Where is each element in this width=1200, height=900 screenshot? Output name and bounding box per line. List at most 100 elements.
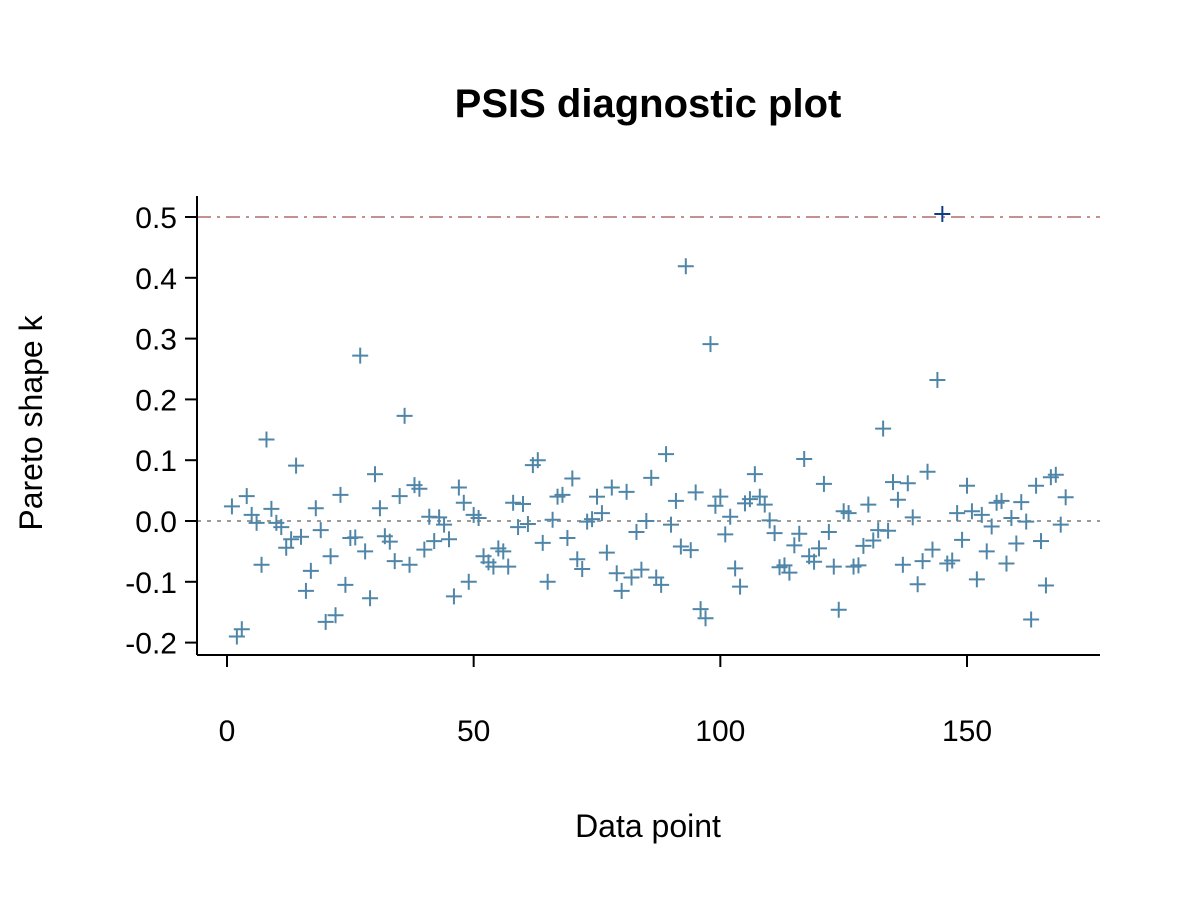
- data-point: [263, 500, 280, 517]
- data-point: [529, 452, 546, 469]
- data-point: [954, 531, 971, 548]
- data-point: [914, 553, 931, 570]
- data-point: [233, 621, 250, 638]
- data-point: [441, 531, 457, 548]
- data-point: [534, 534, 551, 551]
- data-point: [273, 519, 290, 536]
- data-point: [880, 522, 897, 539]
- data-point: [569, 551, 586, 568]
- data-point: [411, 480, 428, 497]
- data-point: [1018, 513, 1035, 530]
- data-point: [815, 475, 832, 492]
- data-point: [386, 553, 403, 570]
- data-point: [899, 475, 916, 492]
- data-point: [791, 525, 808, 542]
- x-tick-label: 150: [942, 715, 992, 748]
- data-point: [653, 576, 670, 593]
- data-point: [426, 533, 443, 550]
- data-point: [687, 484, 704, 501]
- data-point: [761, 512, 778, 529]
- x-tick-label: 50: [457, 715, 490, 748]
- data-point: [500, 558, 517, 575]
- data-point: [658, 446, 675, 463]
- data-point: [460, 573, 477, 590]
- data-point: [613, 582, 630, 599]
- data-point: [889, 491, 906, 508]
- data-point: [618, 483, 635, 500]
- data-point: [963, 503, 980, 520]
- data-point: [983, 518, 1000, 535]
- data-point: [505, 494, 522, 511]
- data-point: [258, 431, 275, 448]
- data-point: [707, 497, 724, 514]
- data-point: [362, 590, 379, 607]
- data-point: [959, 477, 975, 494]
- data-point: [381, 533, 398, 550]
- data-point: [1023, 611, 1040, 628]
- data-point: [786, 537, 803, 554]
- data-point: [934, 205, 951, 222]
- data-point: [741, 491, 758, 508]
- x-axis-label: Data point: [575, 808, 721, 844]
- data-point: [312, 522, 329, 539]
- data-point: [978, 543, 995, 560]
- x-tick-label: 0: [219, 715, 236, 748]
- y-tick-label: 0.2: [135, 384, 177, 417]
- data-point: [746, 466, 763, 483]
- data-point: [830, 601, 847, 618]
- data-point: [371, 500, 388, 517]
- data-point: [968, 571, 985, 588]
- y-tick-label: 0.0: [135, 506, 177, 539]
- y-axis-label: Pareto shape k: [13, 314, 49, 530]
- data-point: [633, 561, 650, 578]
- y-tick-label: 0.5: [135, 202, 177, 235]
- data-point: [559, 530, 576, 547]
- data-point: [860, 496, 877, 513]
- data-point: [554, 486, 571, 503]
- data-point: [357, 543, 374, 560]
- data-point: [909, 576, 926, 593]
- data-point: [332, 486, 349, 503]
- data-point: [450, 479, 467, 496]
- data-point: [302, 562, 319, 579]
- data-point: [1033, 533, 1049, 550]
- data-point: [1028, 477, 1045, 494]
- data-point: [717, 526, 734, 543]
- data-point: [865, 532, 882, 549]
- data-point: [692, 601, 709, 618]
- data-point: [623, 569, 640, 586]
- data-point: [732, 578, 749, 595]
- data-point: [756, 496, 773, 513]
- data-point: [455, 494, 472, 511]
- data-point: [1037, 577, 1054, 594]
- data-point: [722, 508, 739, 525]
- data-point: [519, 516, 536, 533]
- data-point: [603, 479, 620, 496]
- x-axis-ticks: 0 50 100 150: [219, 655, 992, 748]
- data-point: [998, 555, 1015, 572]
- data-point: [248, 514, 265, 531]
- data-point: [253, 556, 270, 573]
- data-point: [1008, 535, 1025, 552]
- data-point: [894, 556, 911, 573]
- data-point: [485, 558, 502, 575]
- data-point: [766, 525, 783, 542]
- data-point: [1003, 509, 1020, 526]
- data-point: [663, 516, 679, 533]
- data-point: [593, 505, 610, 522]
- data-point: [796, 450, 813, 467]
- y-axis-ticks: -0.2 -0.1 0.0 0.1 0.2 0.3 0.4 0.5: [125, 202, 197, 661]
- data-point: [1052, 516, 1069, 533]
- data-point: [515, 495, 531, 512]
- data-point: [436, 516, 453, 533]
- reference-lines: [197, 216, 1100, 522]
- data-point: [904, 509, 921, 526]
- y-tick-label: 0.3: [135, 324, 177, 357]
- data-point: [238, 488, 255, 505]
- data-point: [919, 463, 936, 480]
- data-point: [1057, 489, 1074, 506]
- data-point: [811, 540, 827, 557]
- data-point: [283, 531, 300, 548]
- data-points: [223, 205, 1074, 645]
